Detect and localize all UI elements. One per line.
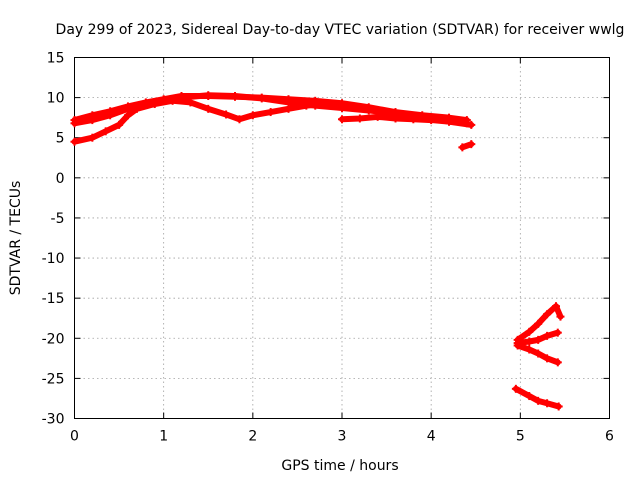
data-point xyxy=(552,302,560,311)
data-point xyxy=(70,137,79,146)
data-point xyxy=(525,345,534,354)
data-point xyxy=(266,108,275,117)
data-point xyxy=(235,115,244,124)
y-axis-label: SDTVAR / TECUs xyxy=(8,181,24,296)
data-point xyxy=(101,127,110,136)
y-tick-label: 10 xyxy=(47,91,65,107)
y-tick-label: 15 xyxy=(47,51,65,67)
data-point xyxy=(338,115,346,124)
x-tick-label: 2 xyxy=(248,429,257,445)
y-tick-label: -5 xyxy=(51,211,65,227)
data-point xyxy=(391,114,400,123)
data-point xyxy=(231,92,239,101)
data-point xyxy=(115,120,124,129)
y-tick-label: -20 xyxy=(42,331,65,347)
axis-ticks: 0 1 2 3 4 5 6 15 10 5 0 -5 -10 -15 -20 -25 -30 xyxy=(42,51,614,445)
data-point xyxy=(511,384,520,393)
data-point xyxy=(204,104,213,113)
y-tick-label: 5 xyxy=(56,131,65,147)
data-point xyxy=(132,104,141,113)
x-tick-label: 6 xyxy=(605,429,614,445)
data-point xyxy=(525,337,534,346)
data-point xyxy=(513,341,522,350)
x-tick-label: 0 xyxy=(70,429,79,445)
data-point xyxy=(534,349,543,358)
data-point xyxy=(373,112,382,121)
data-point xyxy=(302,101,311,110)
data-point xyxy=(248,111,257,120)
data-point xyxy=(467,140,476,149)
data-point xyxy=(458,143,467,152)
y-tick-label: 0 xyxy=(56,171,65,187)
data-point xyxy=(338,104,346,113)
x-tick-label: 1 xyxy=(159,429,168,445)
chart-title: Day 299 of 2023, Sidereal Day-to-day VTE… xyxy=(56,22,625,38)
data-point xyxy=(320,100,329,109)
data-point xyxy=(534,396,543,405)
data-point xyxy=(427,116,436,125)
data-point xyxy=(88,133,97,142)
data-point xyxy=(534,319,543,328)
data-point xyxy=(168,96,177,105)
y-tick-label: -25 xyxy=(42,371,65,387)
data-series xyxy=(70,91,565,411)
data-point xyxy=(462,119,471,128)
series-track-2 xyxy=(71,92,475,128)
data-point xyxy=(106,111,115,120)
data-point xyxy=(124,111,132,120)
data-point xyxy=(543,354,552,363)
data-point xyxy=(355,114,364,123)
y-tick-label: -30 xyxy=(42,412,65,428)
data-point xyxy=(364,106,373,115)
y-tick-label: -10 xyxy=(42,251,65,267)
data-point xyxy=(553,358,562,367)
data-point xyxy=(534,335,543,344)
data-point xyxy=(445,117,453,126)
x-tick-label: 5 xyxy=(516,429,525,445)
data-point xyxy=(204,91,213,100)
data-point xyxy=(88,116,97,125)
data-point xyxy=(525,327,534,336)
data-point xyxy=(409,115,418,124)
data-point xyxy=(556,312,565,321)
data-point xyxy=(186,98,195,107)
data-point xyxy=(222,110,231,119)
data-point xyxy=(543,399,552,408)
x-tick-label: 4 xyxy=(427,429,436,445)
data-point xyxy=(257,94,266,103)
data-point xyxy=(543,331,552,340)
x-tick-label: 3 xyxy=(338,429,347,445)
x-axis-label: GPS time / hours xyxy=(281,458,398,474)
data-point xyxy=(150,100,159,109)
data-point xyxy=(543,310,552,319)
data-point xyxy=(284,104,293,113)
data-point xyxy=(70,119,79,128)
series-track-3 xyxy=(71,97,328,145)
data-point xyxy=(525,392,534,401)
y-tick-label: -15 xyxy=(42,291,65,307)
data-point xyxy=(553,328,562,337)
data-point xyxy=(554,402,563,411)
